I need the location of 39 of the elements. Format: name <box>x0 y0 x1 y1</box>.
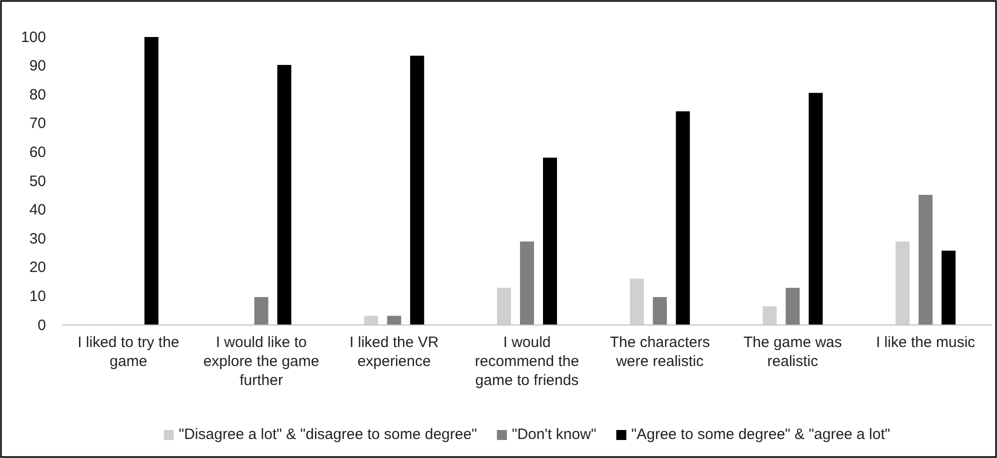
x-tick-label: I would recommend the game to friends <box>474 334 580 389</box>
y-tick-label: 50 <box>29 172 46 190</box>
bar <box>808 92 823 325</box>
legend-label: "Agree to some degree" & "agree a lot" <box>631 426 890 443</box>
bar <box>762 306 777 325</box>
legend-label: "Disagree a lot" & "disagree to some degree" <box>178 426 477 443</box>
bar <box>918 194 933 325</box>
bar <box>786 288 800 325</box>
y-tick-label: 80 <box>29 86 46 104</box>
bar <box>387 316 402 325</box>
x-tick-label: The characters were realistic <box>610 334 710 370</box>
bar <box>364 316 378 325</box>
bar <box>277 64 292 325</box>
bar <box>144 37 158 325</box>
bar <box>942 250 956 325</box>
y-tick-label: 40 <box>29 202 46 219</box>
bar <box>254 297 268 325</box>
bar <box>676 111 690 325</box>
bar <box>410 56 424 325</box>
bar <box>630 278 644 325</box>
y-tick-label: 20 <box>29 259 46 276</box>
x-tick-label: I liked the VR experience <box>350 334 439 370</box>
y-tick-label: 70 <box>29 115 46 132</box>
y-tick-label: 60 <box>29 144 46 161</box>
y-tick-label: 10 <box>29 288 46 305</box>
y-tick-label: 100 <box>20 28 46 46</box>
bar <box>520 241 534 325</box>
x-tick-label: I liked to try the game <box>78 334 180 370</box>
x-tick-label: The game was realistic <box>744 334 842 370</box>
x-tick-label: I like the music <box>876 334 976 351</box>
bar <box>896 241 910 325</box>
bar <box>543 158 557 325</box>
y-tick-label: 0 <box>38 316 46 334</box>
y-tick-label: 30 <box>29 230 46 248</box>
bar <box>497 288 511 325</box>
y-tick-label: 90 <box>29 58 46 75</box>
bar <box>652 297 667 325</box>
x-tick-label: I would like to explore the game further <box>203 334 320 389</box>
legend-label: "Don't know" <box>512 426 596 443</box>
